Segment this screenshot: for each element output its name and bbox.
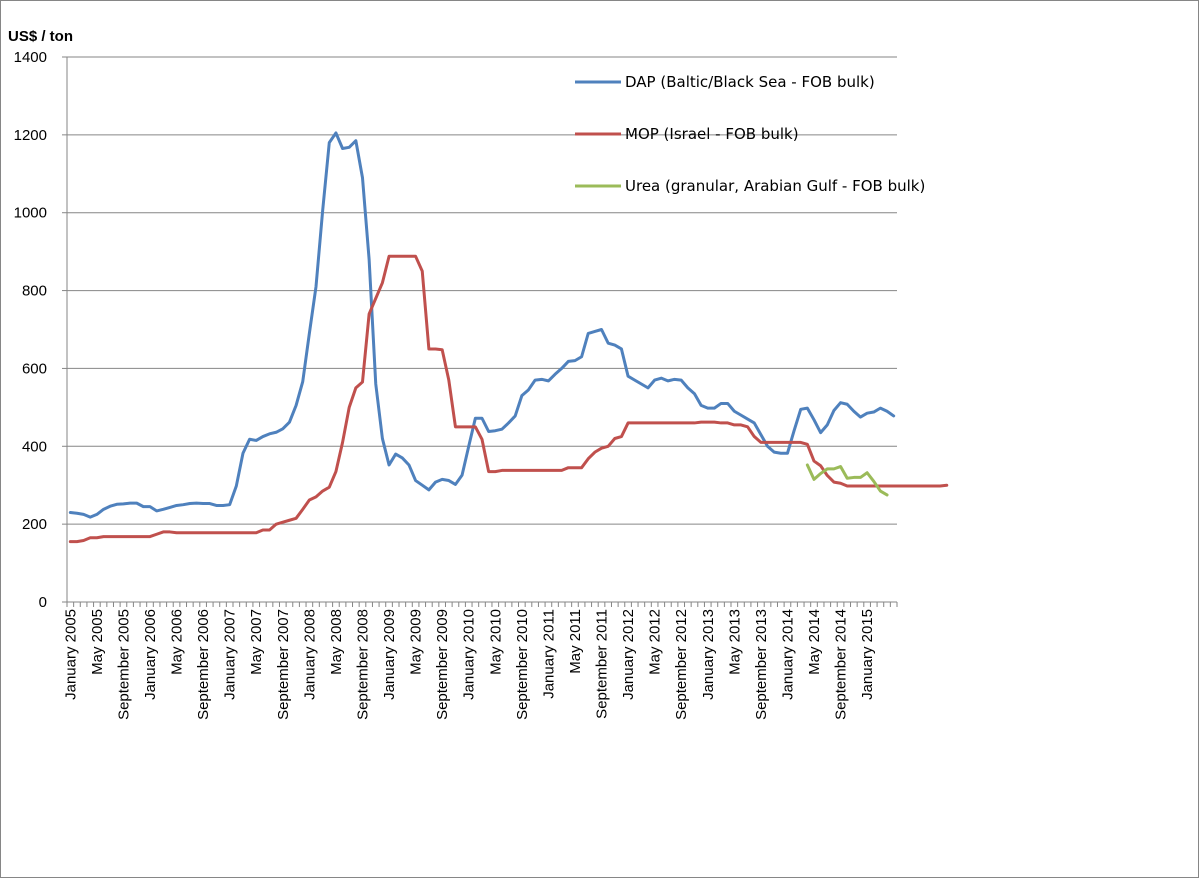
x-tick-label: September 2007 [275,609,292,720]
legend: DAP (Baltic/Black Sea - FOB bulk) MOP (Is… [575,73,925,195]
y-tick-label: 600 [22,360,47,377]
y-tick-label: 1400 [14,49,47,66]
legend-label-2: Urea (granular, Arabian Gulf - FOB bulk) [625,177,925,195]
x-tick-label: September 2010 [514,609,531,720]
x-tick-label: January 2014 [779,609,796,700]
x-tick-label: May 2008 [328,609,345,675]
legend-label-0: DAP (Baltic/Black Sea - FOB bulk) [625,73,875,91]
x-tick-label: September 2013 [753,609,770,720]
series-line-2 [805,463,889,497]
grid-lines [67,56,897,525]
x-tick-label: January 2015 [859,609,876,700]
y-tick-label: 800 [22,283,47,300]
x-tick-label: September 2005 [115,609,132,720]
x-tick-label: May 2007 [248,609,265,675]
x-tick-label: January 2005 [62,609,79,700]
x-tick-label: January 2012 [620,609,637,700]
y-tick-label: 200 [22,516,47,533]
y-axis-unit-label: US$ / ton [8,28,73,45]
x-tick-label: September 2014 [833,609,850,720]
x-tick-label: January 2010 [461,609,478,700]
axes [62,56,898,607]
x-tick-label: January 2008 [301,609,318,700]
x-tick-label: May 2010 [487,609,504,675]
x-tick-label: May 2005 [89,609,106,675]
x-tick-label: January 2006 [142,609,159,700]
x-tick-label: January 2007 [222,609,239,700]
x-tick-label: September 2011 [594,609,611,719]
x-tick-label: May 2012 [647,609,664,675]
y-tick-label: 1000 [14,205,47,222]
x-tick-label: January 2009 [381,609,398,700]
x-tick-label: May 2013 [726,609,743,675]
legend-label-1: MOP (Israel - FOB bulk) [625,125,799,143]
series-line-0 [68,131,896,519]
series-lines [68,131,949,544]
x-tick-label: January 2011 [540,609,557,699]
x-tick-label: May 2011 [567,609,584,674]
x-tick-label: September 2006 [195,609,212,720]
y-tick-label: 1200 [14,127,47,144]
x-tick-label: September 2009 [434,609,451,720]
x-tick-label: September 2012 [673,609,690,720]
x-tick-label: January 2013 [700,609,717,700]
x-tick-label: May 2009 [408,609,425,675]
x-tick-label: May 2014 [806,609,823,675]
x-axis-tick-labels: January 2005 May 2005 September 2005 Januar… [62,609,876,720]
x-tick-label: September 2008 [354,609,371,720]
x-tick-label: May 2006 [169,609,186,675]
series-line-1 [68,254,949,544]
y-tick-label: 0 [39,594,47,611]
y-axis-tick-labels: 0 200 400 600 800 1000 1200 1400 [14,49,47,611]
y-tick-label: 400 [22,438,47,455]
